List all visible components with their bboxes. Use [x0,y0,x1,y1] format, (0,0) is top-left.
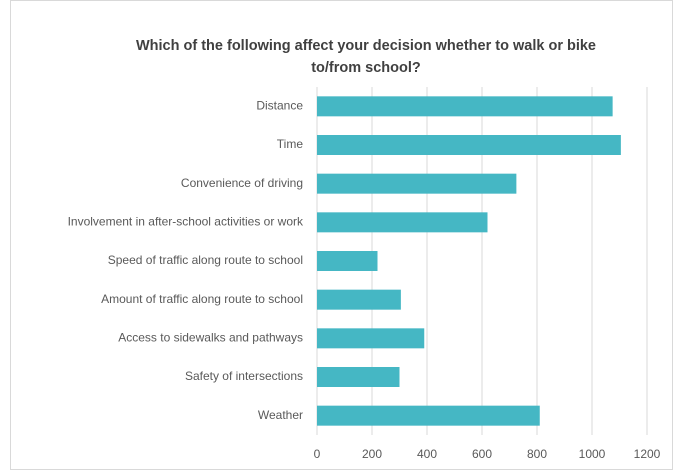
x-tick-label: 600 [472,447,492,461]
y-tick-label: Amount of traffic along route to school [101,292,303,306]
bar [317,173,517,194]
bar [317,405,540,426]
chart-title: to/from school? [311,60,421,76]
x-tick-label: 0 [314,447,321,461]
bar [317,367,400,387]
chart-title: Which of the following affect your decis… [136,38,596,54]
y-tick-label: Involvement in after-school activities o… [68,215,304,229]
y-tick-label: Distance [256,99,303,113]
bar [317,96,613,117]
bar [317,328,425,349]
y-tick-label: Convenience of driving [181,176,303,190]
bar [317,212,488,233]
x-tick-label: 200 [362,447,382,461]
bar [317,135,621,155]
y-tick-label: Access to sidewalks and pathways [118,331,303,345]
y-tick-label: Safety of intersections [185,369,303,383]
x-tick-label: 800 [527,447,547,461]
y-tick-label: Time [277,137,304,151]
x-tick-label: 1000 [579,447,606,461]
y-tick-label: Weather [258,408,303,422]
x-tick-label: 1200 [634,447,661,461]
x-tick-label: 400 [417,447,437,461]
y-tick-label: Speed of traffic along route to school [108,253,303,267]
bar [317,251,378,271]
chart-border [10,0,673,470]
bar [317,289,401,310]
